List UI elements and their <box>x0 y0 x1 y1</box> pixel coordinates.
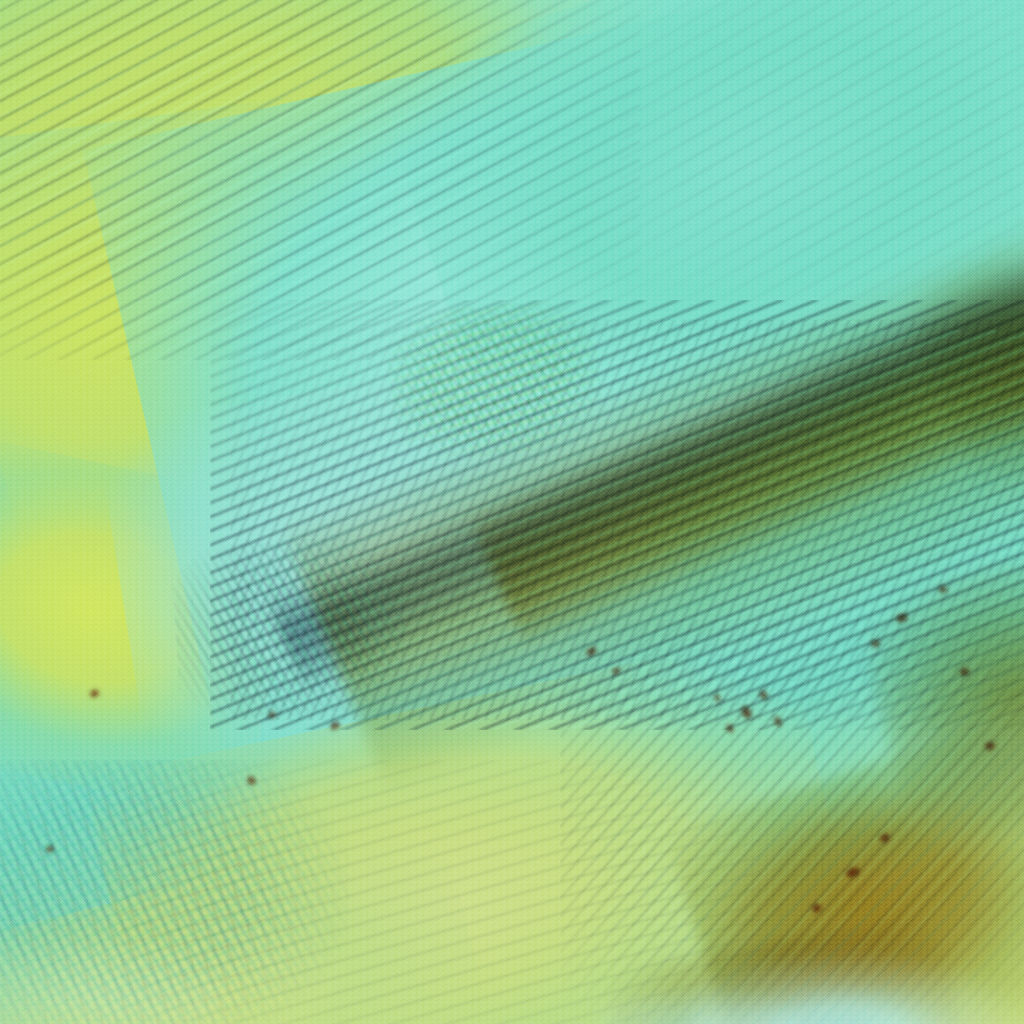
region-diagonal-mountain-front <box>278 161 1024 799</box>
region-southeast-ridge-lower <box>605 911 975 1024</box>
region-southwest-piedmont <box>0 820 504 1024</box>
region-south-piedmont <box>84 629 876 1024</box>
crest-accent <box>758 689 769 701</box>
region-southeast-ridges <box>663 702 1024 1024</box>
region-south-corner-cyan <box>600 985 800 1024</box>
lineaments-southeast-fan <box>560 620 1024 1024</box>
crest-accent <box>959 666 970 678</box>
lineaments-mountain-front <box>210 300 1024 730</box>
crest-accent <box>870 638 881 649</box>
crest-accent <box>89 688 100 699</box>
crest-accent <box>328 719 342 732</box>
region-basin-pale-core <box>95 338 705 782</box>
region-southeast-corner-cyan <box>690 950 1024 1024</box>
mountain-front-dark-crest <box>263 253 1024 697</box>
crest-accent <box>878 832 892 844</box>
lineaments-northwest <box>0 0 640 360</box>
region-central-basin <box>82 0 1024 833</box>
lineaments-northwest-highlight <box>0 0 600 380</box>
mountain-front-green-highlight <box>336 248 1024 682</box>
region-southwest-mottle <box>0 760 350 1024</box>
region-east-edge-ridge <box>891 217 1024 503</box>
mountain-front-ochre-core <box>468 239 1024 651</box>
region-northwest-upland <box>0 0 763 574</box>
crest-accent <box>739 704 754 721</box>
crest-accent <box>245 774 258 787</box>
crest-accent <box>45 844 55 854</box>
region-northwest-upland-core <box>0 85 428 585</box>
lineaments-southeast-highlight <box>580 640 1024 1024</box>
crest-accent <box>938 585 948 594</box>
crest-accent <box>611 666 621 676</box>
region-west-upland-lobe <box>0 419 309 821</box>
crest-accent <box>267 710 277 720</box>
crest-accent <box>895 612 909 624</box>
crest-accent <box>584 645 599 658</box>
lineaments-piedmont-drainage <box>120 760 760 1024</box>
crest-accent <box>984 740 996 752</box>
region-midleft-mottle <box>169 532 411 723</box>
region-southeast-ridge-upper <box>853 527 1024 853</box>
lineaments-northeast <box>620 0 1024 300</box>
crest-accent <box>810 902 823 914</box>
region-mottled-island <box>382 294 608 466</box>
region-northeast-basin <box>371 0 1024 472</box>
crest-accent <box>844 865 862 880</box>
crest-accent <box>713 693 722 703</box>
crest-accent <box>773 715 783 728</box>
lineaments-mountain-front-highlight <box>250 330 1024 730</box>
crest-accent <box>725 723 735 734</box>
lineaments-mountain-front-cross <box>230 320 1024 720</box>
region-southwest-corner-cyan <box>0 940 220 1024</box>
